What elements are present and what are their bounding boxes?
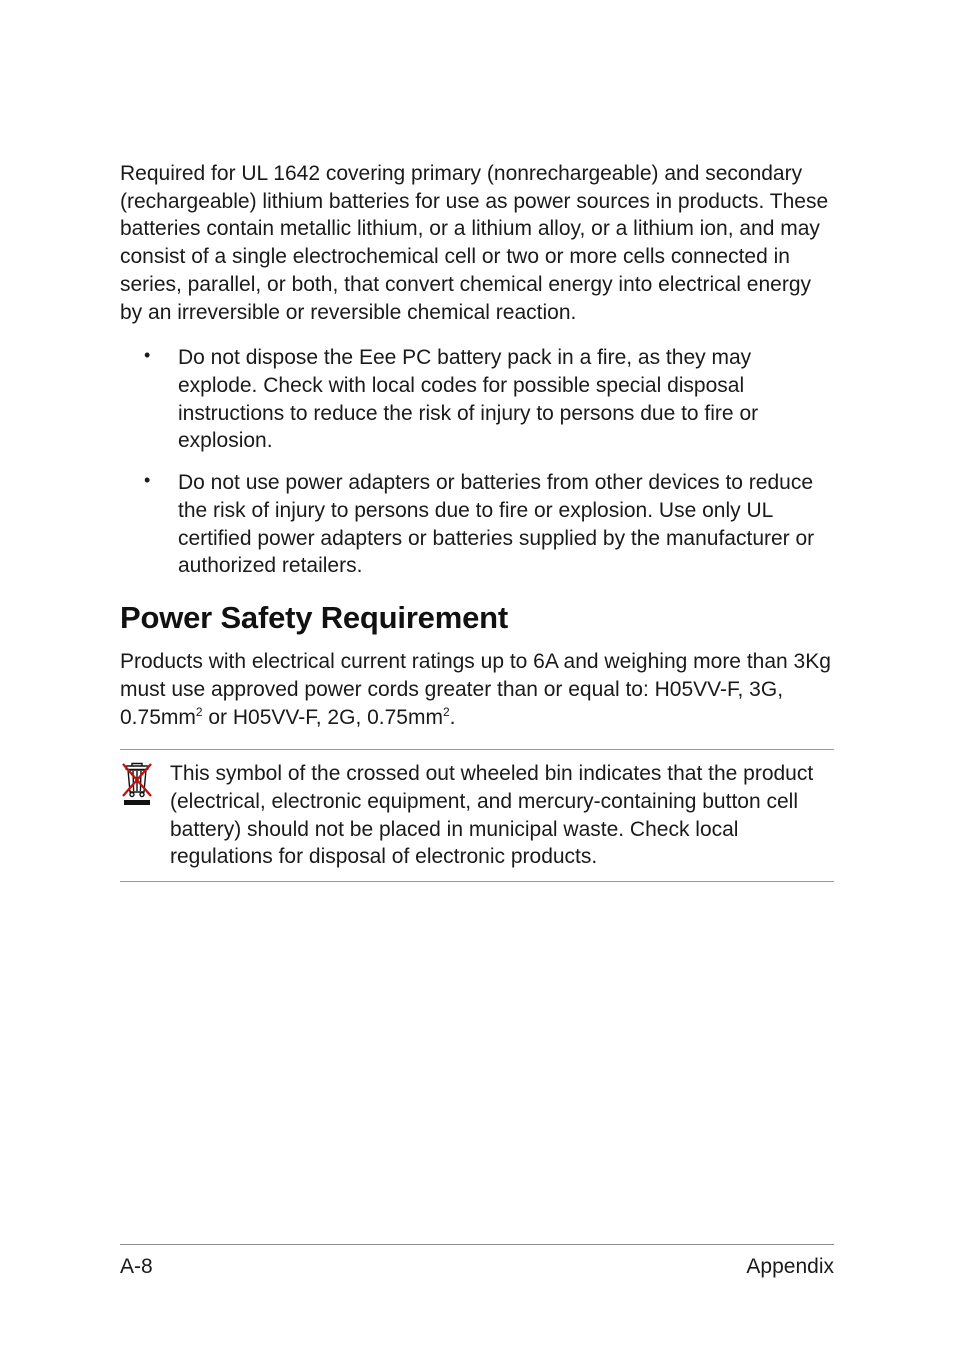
footer-section-label: Appendix (746, 1255, 834, 1279)
weee-notice: This symbol of the crossed out wheeled b… (120, 749, 834, 882)
power-safety-paragraph: Products with electrical current ratings… (120, 648, 834, 731)
content-area: Required for UL 1642 covering primary (n… (120, 160, 834, 882)
safety-bullet-list: Do not dispose the Eee PC battery pack i… (140, 344, 834, 580)
list-item: Do not dispose the Eee PC battery pack i… (140, 344, 834, 455)
weee-notice-text: This symbol of the crossed out wheeled b… (162, 760, 832, 871)
intro-paragraph: Required for UL 1642 covering primary (n… (120, 160, 834, 326)
weee-bin-icon (120, 760, 162, 806)
section-heading-power-safety: Power Safety Requirement (120, 600, 834, 636)
footer-page-number: A-8 (120, 1255, 153, 1279)
list-item: Do not use power adapters or batteries f… (140, 469, 834, 580)
page-footer: A-8 Appendix (120, 1244, 834, 1279)
